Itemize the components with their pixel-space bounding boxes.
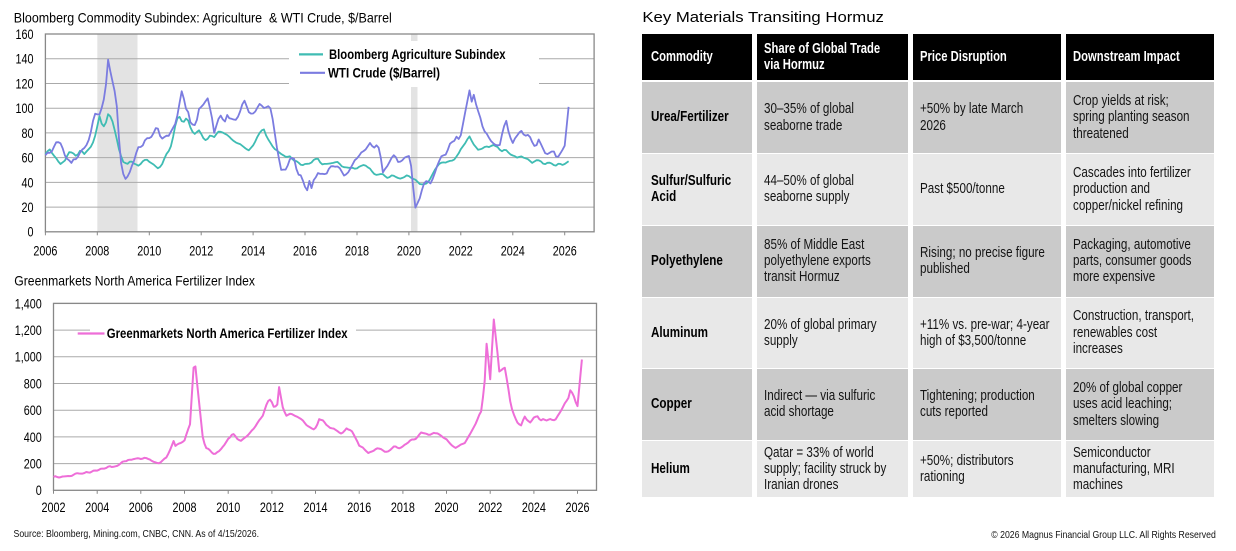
svg-text:2024: 2024 [501,243,525,259]
svg-text:0: 0 [36,483,42,499]
svg-text:1,000: 1,000 [15,350,42,366]
svg-text:2012: 2012 [189,243,213,259]
svg-text:2018: 2018 [345,243,369,259]
svg-text:2006: 2006 [33,243,57,259]
svg-text:0: 0 [28,225,34,241]
svg-text:200: 200 [24,457,42,473]
svg-text:2010: 2010 [216,500,240,516]
svg-text:100: 100 [16,101,34,117]
svg-text:20: 20 [22,200,34,216]
svg-text:2022: 2022 [449,243,473,259]
svg-text:2018: 2018 [391,500,415,516]
svg-text:WTI Crude ($/Barrel): WTI Crude ($/Barrel) [328,65,440,81]
svg-text:Key Materials Transiting Hormu: Key Materials Transiting Hormuz [642,9,884,26]
svg-text:2010: 2010 [137,243,161,259]
svg-text:80: 80 [22,126,34,142]
svg-text:2020: 2020 [397,243,421,259]
svg-text:2014: 2014 [304,500,328,516]
svg-text:140: 140 [16,52,34,68]
svg-text:2016: 2016 [347,500,371,516]
svg-text:2004: 2004 [85,500,109,516]
svg-text:40: 40 [22,175,34,191]
svg-text:2012: 2012 [260,500,284,516]
svg-text:160: 160 [16,27,34,43]
svg-text:Bloomberg Commodity Subindex:: Bloomberg Commodity Subindex: Agricultur… [14,11,392,26]
svg-text:Greenmarkets North America Fer: Greenmarkets North America Fertilizer In… [107,325,348,341]
svg-text:2016: 2016 [293,243,317,259]
svg-text:1,400: 1,400 [15,296,42,312]
svg-text:600: 600 [24,403,42,419]
svg-text:2026: 2026 [566,500,590,516]
svg-text:© 2026 Magnus Financial Group: © 2026 Magnus Financial Group LLC. All R… [991,530,1216,541]
svg-text:1,200: 1,200 [15,323,42,339]
svg-text:2002: 2002 [42,500,66,516]
svg-text:2024: 2024 [522,500,546,516]
svg-text:60: 60 [22,151,34,167]
svg-text:2026: 2026 [553,243,577,259]
svg-text:2008: 2008 [85,243,109,259]
svg-text:2014: 2014 [241,243,265,259]
svg-text:2022: 2022 [478,500,502,516]
svg-text:400: 400 [24,430,42,446]
svg-text:Greenmarkets North America Fer: Greenmarkets North America Fertilizer In… [14,274,255,289]
svg-text:Bloomberg Agriculture Subindex: Bloomberg Agriculture Subindex [329,46,506,62]
svg-text:2020: 2020 [435,500,459,516]
svg-text:2008: 2008 [173,500,197,516]
svg-text:2006: 2006 [129,500,153,516]
svg-text:Source: Bloomberg, Mining.com,: Source: Bloomberg, Mining.com, CNBC, CNN… [14,529,260,540]
svg-text:120: 120 [16,76,34,92]
svg-text:800: 800 [24,376,42,392]
